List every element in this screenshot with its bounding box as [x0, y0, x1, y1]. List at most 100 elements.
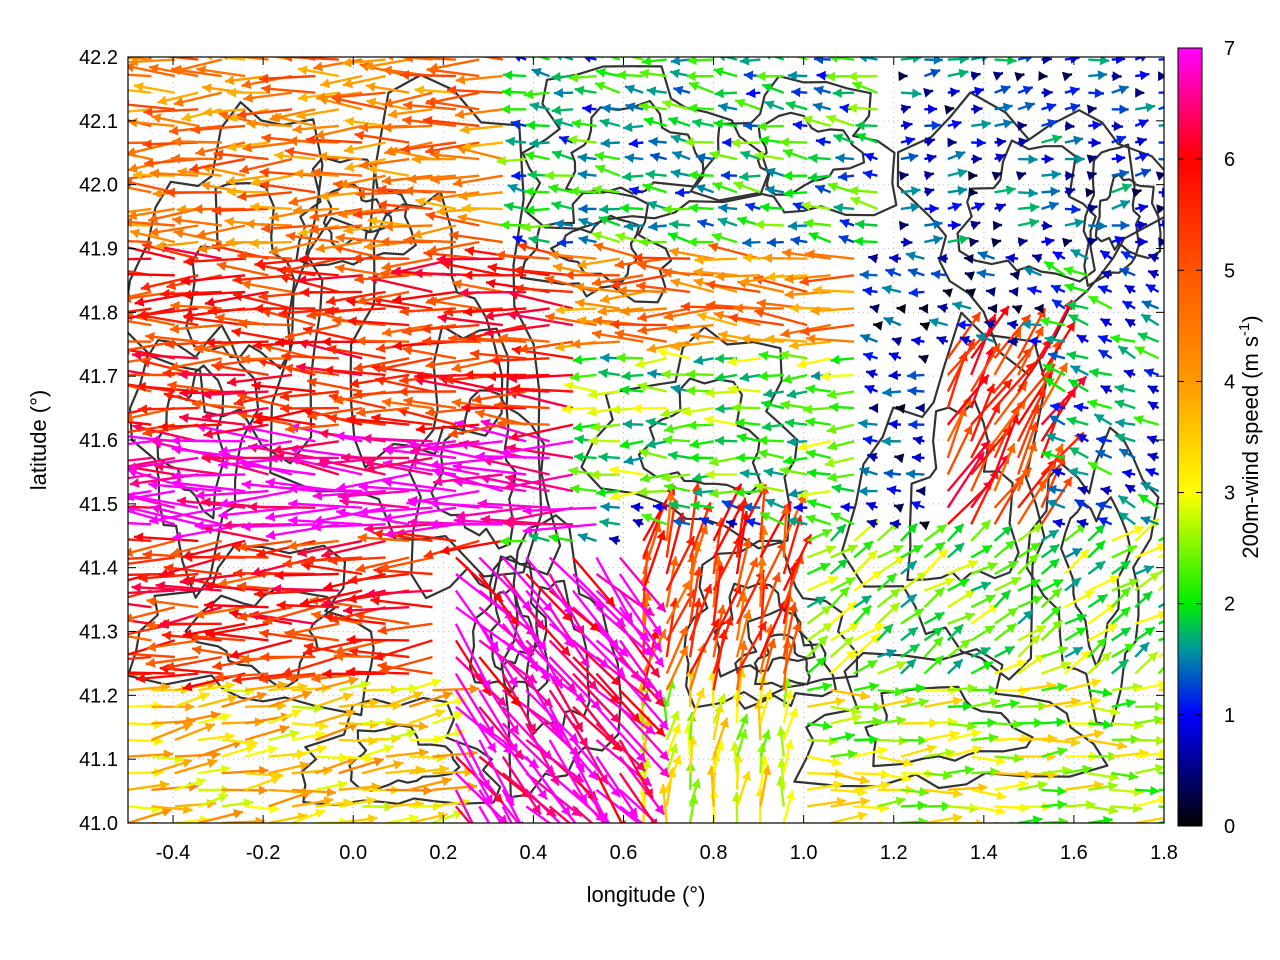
wind-arrow	[924, 788, 963, 799]
wind-arrow	[1117, 345, 1136, 360]
wind-arrow	[924, 203, 939, 214]
wind-arrow	[1017, 815, 1043, 823]
wind-arrow	[862, 286, 878, 297]
wind-arrow	[830, 512, 855, 526]
wind-arrow	[1158, 772, 1164, 775]
wind-arrow	[128, 619, 152, 625]
wind-arrow	[787, 436, 808, 447]
wind-arrow	[668, 500, 691, 511]
wind-arrow	[319, 191, 363, 201]
wind-arrow	[1097, 348, 1113, 360]
wind-arrow	[454, 722, 491, 790]
wind-arrow	[128, 290, 129, 292]
wind-arrow	[947, 202, 963, 212]
wind-arrow	[869, 303, 880, 314]
wind-arrow	[637, 323, 691, 335]
wind-arrow	[876, 544, 904, 559]
wind-arrow	[807, 682, 833, 692]
wind-arrow	[160, 288, 222, 299]
wind-arrow	[900, 800, 927, 811]
wind-arrow	[291, 809, 326, 823]
wind-arrow	[1134, 651, 1159, 675]
wind-arrow	[228, 609, 293, 625]
wind-arrow	[259, 180, 316, 194]
wind-arrow	[291, 796, 334, 808]
wind-arrow	[924, 57, 943, 65]
wind-arrow	[759, 571, 781, 625]
wind-arrow	[578, 217, 597, 227]
wind-arrow	[283, 363, 339, 377]
wind-arrow	[480, 418, 550, 443]
wind-arrow	[968, 237, 979, 248]
colorbar-tick-label: 2	[1224, 594, 1235, 616]
wind-arrow	[1070, 364, 1089, 376]
wind-arrow	[994, 119, 1014, 129]
wind-arrow	[599, 204, 620, 215]
wind-arrow	[867, 253, 878, 264]
wind-arrow	[288, 483, 363, 494]
wind-arrow	[947, 150, 966, 161]
wind-arrow	[1157, 602, 1164, 609]
wind-arrow	[847, 103, 878, 114]
wind-arrow	[312, 506, 386, 526]
wind-arrow	[1088, 120, 1102, 131]
wind-arrow	[946, 311, 982, 359]
wind-arrow	[924, 235, 944, 245]
wind-arrow	[288, 499, 363, 509]
wind-arrow	[1088, 781, 1118, 792]
wind-arrow	[1061, 71, 1073, 82]
wind-arrow	[757, 449, 785, 460]
wind-arrow	[708, 242, 761, 260]
wind-arrow	[512, 265, 574, 277]
wind-arrow	[993, 525, 1013, 542]
wind-arrow	[399, 306, 456, 317]
wind-arrow	[1007, 336, 1019, 347]
wind-arrow	[692, 487, 714, 498]
wind-arrow	[475, 451, 550, 462]
wind-arrow	[343, 605, 410, 616]
wind-arrow	[829, 600, 858, 625]
wind-arrow	[857, 57, 878, 63]
wind-arrow	[829, 402, 855, 413]
wind-arrow	[1135, 87, 1145, 98]
wind-arrow	[745, 517, 761, 528]
wind-arrow	[128, 207, 175, 221]
wind-arrow	[1087, 651, 1112, 675]
wind-arrow	[758, 371, 784, 381]
wind-arrow	[501, 556, 554, 613]
wind-arrow	[128, 590, 129, 592]
y-tick-label: 41.8	[79, 302, 118, 324]
wind-arrow	[1044, 334, 1066, 345]
wind-arrow	[365, 82, 410, 94]
wind-arrow	[355, 556, 410, 573]
wind-arrow	[968, 187, 978, 198]
wind-arrow	[408, 776, 452, 791]
wind-arrow	[888, 370, 901, 381]
wind-arrow	[365, 456, 433, 473]
wind-arrow	[429, 456, 503, 470]
wind-arrow	[876, 572, 898, 592]
wind-arrow	[619, 705, 670, 762]
y-tick-label: 42.2	[79, 47, 118, 69]
wind-arrow	[1064, 102, 1081, 113]
wind-arrow	[1007, 319, 1019, 330]
wind-arrow	[689, 439, 714, 449]
wind-arrow	[837, 171, 855, 182]
wind-arrow	[635, 281, 691, 294]
wind-arrow	[1005, 253, 1019, 264]
wind-arrow	[815, 136, 831, 147]
wind-arrow	[971, 154, 982, 165]
wind-arrow	[616, 352, 644, 363]
wind-arrow	[898, 71, 908, 82]
wind-arrow	[970, 71, 981, 81]
wind-arrow	[799, 274, 855, 287]
wind-arrow	[548, 706, 586, 773]
wind-arrow	[764, 185, 785, 196]
wind-arrow	[806, 605, 832, 625]
wind-arrow	[367, 216, 410, 227]
wind-arrow	[894, 453, 905, 464]
wind-arrow	[261, 307, 316, 327]
wind-arrow	[1041, 186, 1060, 197]
wind-arrow	[859, 466, 878, 477]
wind-arrow	[522, 505, 597, 516]
